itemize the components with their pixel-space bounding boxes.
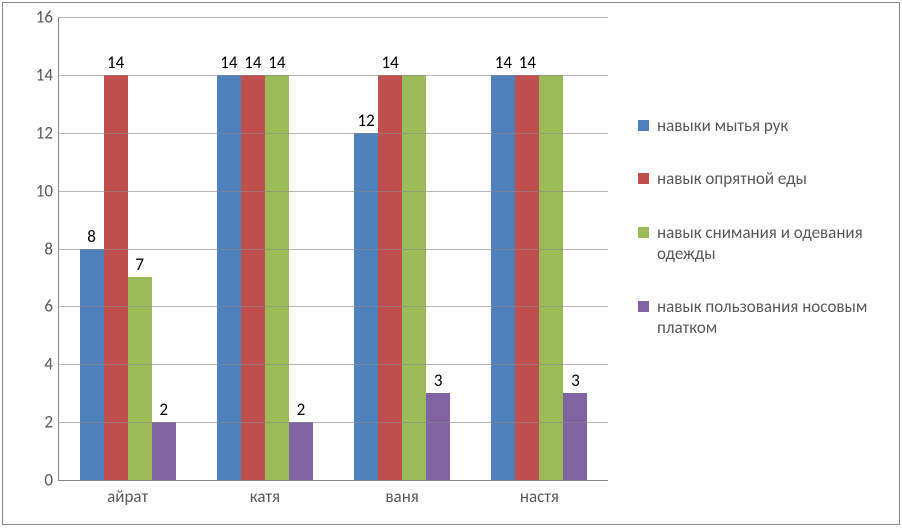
legend-label: навык опрятной еды [657, 168, 807, 189]
legend-swatch [638, 173, 649, 184]
bar [563, 393, 587, 480]
legend-item: навыки мытья рук [638, 115, 888, 136]
y-tick-label: 16 [19, 7, 53, 28]
y-tick-label: 2 [19, 412, 53, 433]
y-tick-label: 8 [19, 238, 53, 259]
x-category-label: ваня [385, 486, 418, 507]
y-tick-label: 14 [19, 64, 53, 85]
y-tick-label: 0 [19, 470, 53, 491]
gridline [59, 422, 608, 423]
gridline [59, 306, 608, 307]
bar [539, 75, 563, 480]
legend-swatch [638, 227, 649, 238]
y-tick-label: 6 [19, 296, 53, 317]
bar-value-label: 14 [257, 52, 297, 73]
x-category-label: катя [250, 486, 280, 507]
chart-frame: 8147214141421214314143 0246810121416айра… [2, 2, 900, 525]
x-category-label: айрат [107, 486, 148, 507]
legend-item: навык пользования носовым платком [638, 296, 888, 339]
legend-swatch [638, 301, 649, 312]
legend-item: навык опрятной еды [638, 168, 888, 189]
bar-value-label: 14 [507, 52, 547, 73]
legend: навыки мытья рук навык опрятной еды навык … [638, 115, 888, 371]
x-category-label: настя [520, 486, 559, 507]
legend-swatch [638, 120, 649, 131]
y-tick-label: 12 [19, 122, 53, 143]
bar-value-label: 14 [370, 52, 410, 73]
bar [491, 75, 515, 480]
bar [289, 422, 313, 480]
legend-label: навык пользования носовым платком [657, 296, 882, 339]
bar [515, 75, 539, 480]
gridline [59, 249, 608, 250]
bar [426, 393, 450, 480]
bar [402, 75, 426, 480]
bar [152, 422, 176, 480]
gridline [59, 133, 608, 134]
gridline [59, 17, 608, 18]
bar-value-label: 14 [96, 52, 136, 73]
legend-label: навык снимания и одевания одежды [657, 222, 882, 265]
y-tick-label: 4 [19, 354, 53, 375]
bar [104, 75, 128, 480]
bar-value-label: 3 [418, 370, 458, 391]
y-tick-label: 10 [19, 180, 53, 201]
bar-value-label: 2 [144, 399, 184, 420]
bar [241, 75, 265, 480]
gridline [59, 75, 608, 76]
bar-value-label: 2 [281, 399, 321, 420]
legend-label: навыки мытья рук [657, 115, 788, 136]
bar-value-label: 7 [120, 254, 160, 275]
gridline [59, 191, 608, 192]
bar [128, 277, 152, 480]
bar [217, 75, 241, 480]
bar-value-label: 3 [555, 370, 595, 391]
plot-area: 8147214141421214314143 0246810121416айра… [58, 17, 608, 481]
bar [378, 75, 402, 480]
legend-item: навык снимания и одевания одежды [638, 222, 888, 265]
gridline [59, 364, 608, 365]
